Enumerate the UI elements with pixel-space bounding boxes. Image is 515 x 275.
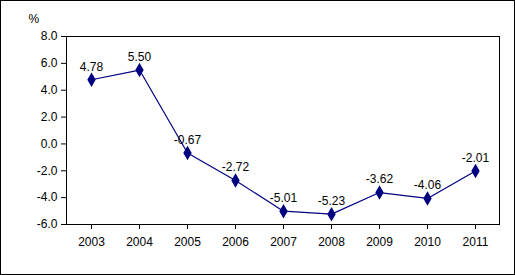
svg-text:2006: 2006 <box>222 235 249 249</box>
svg-text:2011: 2011 <box>463 235 489 249</box>
svg-text:4.78: 4.78 <box>80 60 104 74</box>
svg-text:-0.67: -0.67 <box>174 133 202 147</box>
svg-text:-2.0: -2.0 <box>37 164 58 178</box>
svg-text:2005: 2005 <box>174 235 201 249</box>
svg-text:2007: 2007 <box>270 235 297 249</box>
svg-text:-4.06: -4.06 <box>414 178 442 192</box>
svg-text:5.50: 5.50 <box>128 50 152 64</box>
svg-text:8.0: 8.0 <box>41 29 58 43</box>
svg-text:-5.23: -5.23 <box>318 194 346 208</box>
svg-text:0.0: 0.0 <box>41 137 58 151</box>
svg-text:2003: 2003 <box>78 235 105 249</box>
svg-text:2004: 2004 <box>126 235 153 249</box>
svg-text:-2.01: -2.01 <box>462 151 490 165</box>
svg-text:-2.72: -2.72 <box>222 160 250 174</box>
svg-text:-6.0: -6.0 <box>37 217 58 231</box>
svg-text:-4.0: -4.0 <box>37 190 58 204</box>
svg-text:2010: 2010 <box>414 235 441 249</box>
svg-text:2009: 2009 <box>366 235 393 249</box>
svg-text:-5.01: -5.01 <box>270 191 298 205</box>
svg-text:2.0: 2.0 <box>41 110 58 124</box>
svg-text:6.0: 6.0 <box>41 56 58 70</box>
svg-text:%: % <box>29 12 40 26</box>
svg-text:2008: 2008 <box>318 235 345 249</box>
svg-text:4.0: 4.0 <box>41 83 58 97</box>
svg-text:-3.62: -3.62 <box>366 172 394 186</box>
